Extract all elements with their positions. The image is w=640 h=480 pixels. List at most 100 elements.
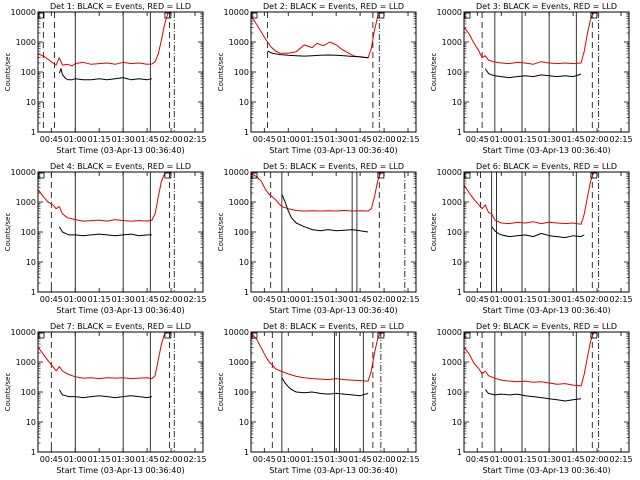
x-tick-label: 01:00: [64, 135, 87, 144]
corner-marker: [251, 12, 258, 19]
x-tick-label: 00:45: [40, 455, 63, 464]
x-axis-label: Start Time (03-Apr-13 00:36:40): [56, 146, 184, 155]
y-tick-label: 100: [234, 68, 249, 77]
y-tick-label: 10000: [224, 328, 249, 337]
lld-series-line: [464, 171, 598, 225]
lld-series-line: [464, 11, 598, 65]
plot-frame: [37, 11, 204, 133]
chart-title: Det 6: BLACK = Events, RED = LLD: [476, 162, 617, 171]
y-tick-label: 10000: [224, 8, 249, 17]
x-tick-label: 01:30: [112, 455, 135, 464]
corner-marker: [464, 12, 471, 19]
events-series-line: [58, 226, 152, 237]
y-tick-label: 10000: [11, 328, 36, 337]
y-tick-label: 100: [21, 228, 36, 237]
plot-frame: [250, 331, 417, 453]
y-tick-label: 1: [31, 288, 36, 297]
x-axis-label: Start Time (03-Apr-13 00:36:40): [269, 146, 397, 155]
chart-title: Det 5: BLACK = Events, RED = LLD: [263, 162, 404, 171]
corner-marker: [38, 12, 45, 19]
chart-title: Det 9: BLACK = Events, RED = LLD: [476, 322, 617, 331]
x-tick-label: 00:45: [466, 455, 489, 464]
y-tick-label: 10: [26, 98, 36, 107]
y-axis-label: Counts/sec: [430, 213, 438, 252]
lld-series-line: [38, 11, 172, 67]
y-tick-label: 10000: [11, 8, 36, 17]
x-tick-label: 02:00: [373, 135, 396, 144]
x-tick-label: 01:00: [277, 295, 300, 304]
plot-frame: [463, 331, 630, 453]
x-tick-label: 02:15: [396, 455, 419, 464]
x-tick-label: 01:00: [490, 455, 513, 464]
plot-frame: [250, 171, 417, 293]
y-axis-label: Counts/sec: [4, 213, 12, 252]
chart-title: Det 1: BLACK = Events, RED = LLD: [50, 2, 191, 11]
y-axis-label: Counts/sec: [4, 53, 12, 92]
x-tick-label: 02:00: [373, 295, 396, 304]
chart-panel: Det 7: BLACK = Events, RED = LLD Counts/s…: [4, 322, 207, 475]
chart-title: Det 3: BLACK = Events, RED = LLD: [476, 2, 617, 11]
x-tick-label: 01:45: [136, 455, 159, 464]
x-tick-label: 02:00: [586, 455, 609, 464]
x-tick-label: 00:45: [40, 295, 63, 304]
y-tick-label: 1: [244, 128, 249, 137]
x-tick-label: 01:15: [88, 135, 111, 144]
x-tick-label: 02:15: [183, 295, 206, 304]
y-tick-label: 10000: [224, 168, 249, 177]
y-tick-label: 100: [21, 68, 36, 77]
x-tick-label: 01:30: [325, 455, 348, 464]
corner-marker: [464, 332, 471, 339]
x-tick-label: 01:45: [349, 295, 372, 304]
events-series-line: [484, 68, 582, 79]
corner-marker: [251, 332, 258, 339]
x-axis-label: Start Time (03-Apr-13 00:36:40): [56, 466, 184, 475]
plot-frame: [463, 171, 630, 293]
x-tick-label: 01:00: [490, 295, 513, 304]
x-axis-label: Start Time (03-Apr-13 00:36:40): [482, 306, 610, 315]
x-axis-label: Start Time (03-Apr-13 00:36:40): [269, 466, 397, 475]
x-tick-label: 02:15: [183, 455, 206, 464]
corner-marker: [377, 332, 385, 339]
x-tick-label: 01:30: [112, 135, 135, 144]
chart-panel: Det 4: BLACK = Events, RED = LLD Counts/s…: [4, 162, 207, 315]
x-tick-label: 00:45: [40, 135, 63, 144]
y-axis-label: Counts/sec: [217, 213, 225, 252]
x-axis-label: Start Time (03-Apr-13 00:36:40): [56, 306, 184, 315]
x-tick-label: 01:15: [301, 135, 324, 144]
x-tick-label: 01:00: [277, 455, 300, 464]
lld-series-line: [251, 11, 385, 59]
x-tick-label: 02:15: [609, 295, 632, 304]
y-tick-label: 100: [234, 228, 249, 237]
y-tick-label: 10000: [11, 168, 36, 177]
chart-panel: Det 6: BLACK = Events, RED = LLD Counts/s…: [430, 162, 633, 315]
x-tick-label: 01:45: [136, 135, 159, 144]
lld-series-line: [251, 171, 385, 212]
chart-panel: Det 5: BLACK = Events, RED = LLD Counts/s…: [217, 162, 420, 315]
x-tick-label: 01:00: [277, 135, 300, 144]
x-axis-label: Start Time (03-Apr-13 00:36:40): [482, 146, 610, 155]
y-tick-label: 1: [457, 288, 462, 297]
y-tick-label: 1000: [229, 358, 249, 367]
x-tick-label: 01:15: [301, 455, 324, 464]
chart-title: Det 2: BLACK = Events, RED = LLD: [263, 2, 404, 11]
corner-marker: [164, 172, 172, 179]
x-tick-label: 01:15: [514, 295, 537, 304]
corner-marker: [464, 172, 471, 179]
y-tick-label: 1: [31, 128, 36, 137]
x-tick-label: 01:00: [64, 455, 87, 464]
chart-panel: Det 9: BLACK = Events, RED = LLD Counts/s…: [430, 322, 633, 475]
y-tick-label: 1: [31, 448, 36, 457]
corner-marker: [164, 332, 172, 339]
y-tick-label: 100: [447, 68, 462, 77]
corner-marker: [251, 172, 258, 179]
x-tick-label: 02:00: [586, 135, 609, 144]
events-series-line: [491, 226, 585, 239]
x-tick-label: 01:30: [325, 295, 348, 304]
y-axis-label: Counts/sec: [430, 373, 438, 412]
y-tick-label: 10: [239, 258, 249, 267]
y-tick-label: 10: [239, 418, 249, 427]
y-tick-label: 10: [26, 258, 36, 267]
events-series-line: [281, 377, 369, 397]
x-axis-label: Start Time (03-Apr-13 00:36:40): [269, 306, 397, 315]
y-tick-label: 1000: [442, 38, 462, 47]
